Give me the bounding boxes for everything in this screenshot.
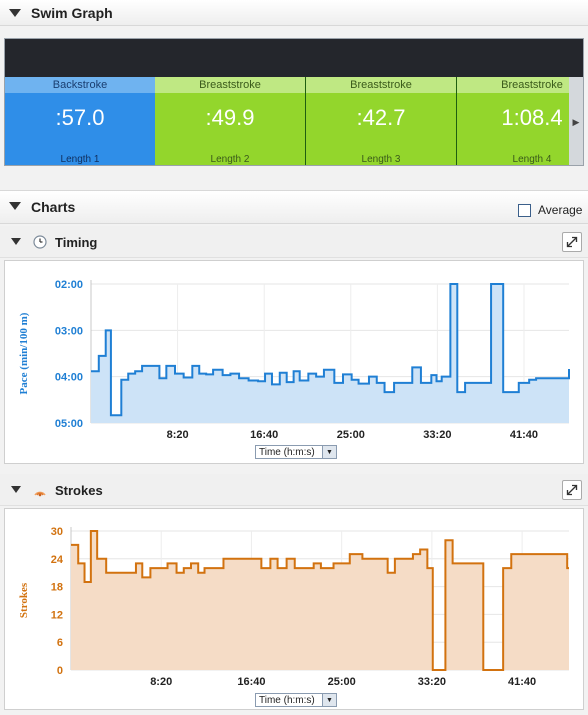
series-area bbox=[71, 531, 569, 670]
y-axis-label: Strokes bbox=[18, 582, 30, 618]
timing-x-axis-select-label: Time (h:m:s) bbox=[259, 446, 315, 458]
length-label: Length 1 bbox=[60, 154, 100, 165]
x-tick-label: 16:40 bbox=[237, 676, 265, 688]
chevron-down-icon[interactable]: ▼ bbox=[322, 694, 336, 706]
x-tick-label: 16:40 bbox=[250, 429, 278, 441]
average-label: Average bbox=[538, 203, 583, 217]
strokes-title: Strokes bbox=[55, 483, 103, 498]
y-tick-label: 05:00 bbox=[55, 418, 83, 430]
chevron-down-icon[interactable]: ▼ bbox=[322, 446, 336, 458]
expand-chart-icon[interactable] bbox=[562, 232, 582, 252]
strokes-x-axis-select-label: Time (h:m:s) bbox=[259, 694, 315, 706]
average-checkbox[interactable]: Average bbox=[518, 203, 582, 217]
collapse-triangle-icon[interactable] bbox=[11, 486, 21, 493]
collapse-triangle-icon[interactable] bbox=[9, 9, 21, 17]
timing-chart-svg: 02:00 03:00 04:00 05:00 8:20 16:40 25:00 33:20 4… bbox=[18, 279, 570, 441]
timing-chart: 02:00 03:00 04:00 05:00 8:20 16:40 25:00 33:20 4… bbox=[4, 260, 584, 464]
stroke-type-label: Breaststroke bbox=[457, 77, 583, 93]
strokes-icon bbox=[34, 491, 46, 497]
x-tick-label: 25:00 bbox=[337, 429, 365, 441]
stroke-type-label: Breaststroke bbox=[155, 77, 305, 93]
strokes-chart: 0 6 12 18 24 30 8:20 16:40 25:00 33:20 41:40 Stroke… bbox=[4, 508, 584, 710]
x-tick-label: 8:20 bbox=[150, 676, 172, 688]
y-tick-label: 0 bbox=[57, 665, 63, 677]
strokes-chart-svg: 0 6 12 18 24 30 8:20 16:40 25:00 33:20 41:40 Stroke… bbox=[18, 526, 569, 688]
series-line bbox=[71, 530, 569, 671]
charts-header[interactable]: Charts bbox=[0, 190, 588, 224]
length-time: :57.0 bbox=[55, 105, 105, 130]
y-tick-label: 24 bbox=[51, 554, 64, 566]
x-tick-label: 25:00 bbox=[328, 676, 356, 688]
length-time: 1:08.4 bbox=[501, 105, 563, 130]
timing-title: Timing bbox=[55, 235, 98, 250]
x-tick-label: 33:20 bbox=[418, 676, 446, 688]
arrow-right-icon[interactable]: ▶ bbox=[569, 77, 583, 165]
length-time: :49.9 bbox=[205, 105, 255, 130]
x-tick-label: 33:20 bbox=[423, 429, 451, 441]
swim-length-cell[interactable]: Backstroke :57.0 Length 1 bbox=[5, 77, 156, 165]
series-line bbox=[91, 283, 570, 417]
length-label: Length 2 bbox=[210, 154, 250, 165]
x-tick-label: 8:20 bbox=[167, 429, 189, 441]
collapse-triangle-icon[interactable] bbox=[11, 238, 21, 245]
y-tick-label: 6 bbox=[57, 637, 63, 649]
y-tick-label: 18 bbox=[51, 582, 63, 594]
length-time: :42.7 bbox=[356, 105, 406, 130]
x-tick-label: 41:40 bbox=[510, 429, 538, 441]
swim-length-cell[interactable]: Breaststroke :42.7 Length 3 bbox=[306, 77, 457, 165]
swim-graph-title: Swim Graph bbox=[31, 5, 113, 21]
length-label: Length 4 bbox=[512, 154, 552, 165]
strokes-x-axis-select[interactable]: Time (h:m:s) ▼ bbox=[255, 693, 337, 707]
stroke-type-label: Breaststroke bbox=[306, 77, 456, 93]
swim-graph-header[interactable]: Swim Graph bbox=[0, 0, 588, 26]
average-checkbox-box[interactable] bbox=[518, 203, 531, 217]
x-tick-label: 41:40 bbox=[508, 676, 536, 688]
swim-length-cell[interactable]: Breaststroke 1:08.4 Length 4 bbox=[457, 77, 583, 165]
clock-icon bbox=[33, 235, 47, 249]
charts-title: Charts bbox=[31, 199, 76, 215]
y-axis-label: Pace (min/100 m) bbox=[18, 312, 30, 394]
y-tick-label: 30 bbox=[51, 526, 63, 538]
expand-chart-icon[interactable] bbox=[562, 480, 582, 500]
timing-header[interactable]: Timing bbox=[0, 226, 588, 258]
y-tick-label: 02:00 bbox=[55, 279, 83, 291]
series-area bbox=[91, 284, 569, 423]
timing-x-axis-select[interactable]: Time (h:m:s) ▼ bbox=[255, 445, 337, 459]
collapse-triangle-icon[interactable] bbox=[9, 202, 21, 210]
y-tick-label: 04:00 bbox=[55, 372, 83, 384]
y-tick-label: 12 bbox=[51, 609, 63, 621]
strokes-header[interactable]: Strokes bbox=[0, 474, 588, 506]
stroke-type-label: Backstroke bbox=[5, 77, 155, 93]
length-label: Length 3 bbox=[361, 154, 401, 165]
y-tick-label: 03:00 bbox=[55, 325, 83, 337]
swim-length-cell[interactable]: Breaststroke :49.9 Length 2 bbox=[155, 77, 306, 165]
